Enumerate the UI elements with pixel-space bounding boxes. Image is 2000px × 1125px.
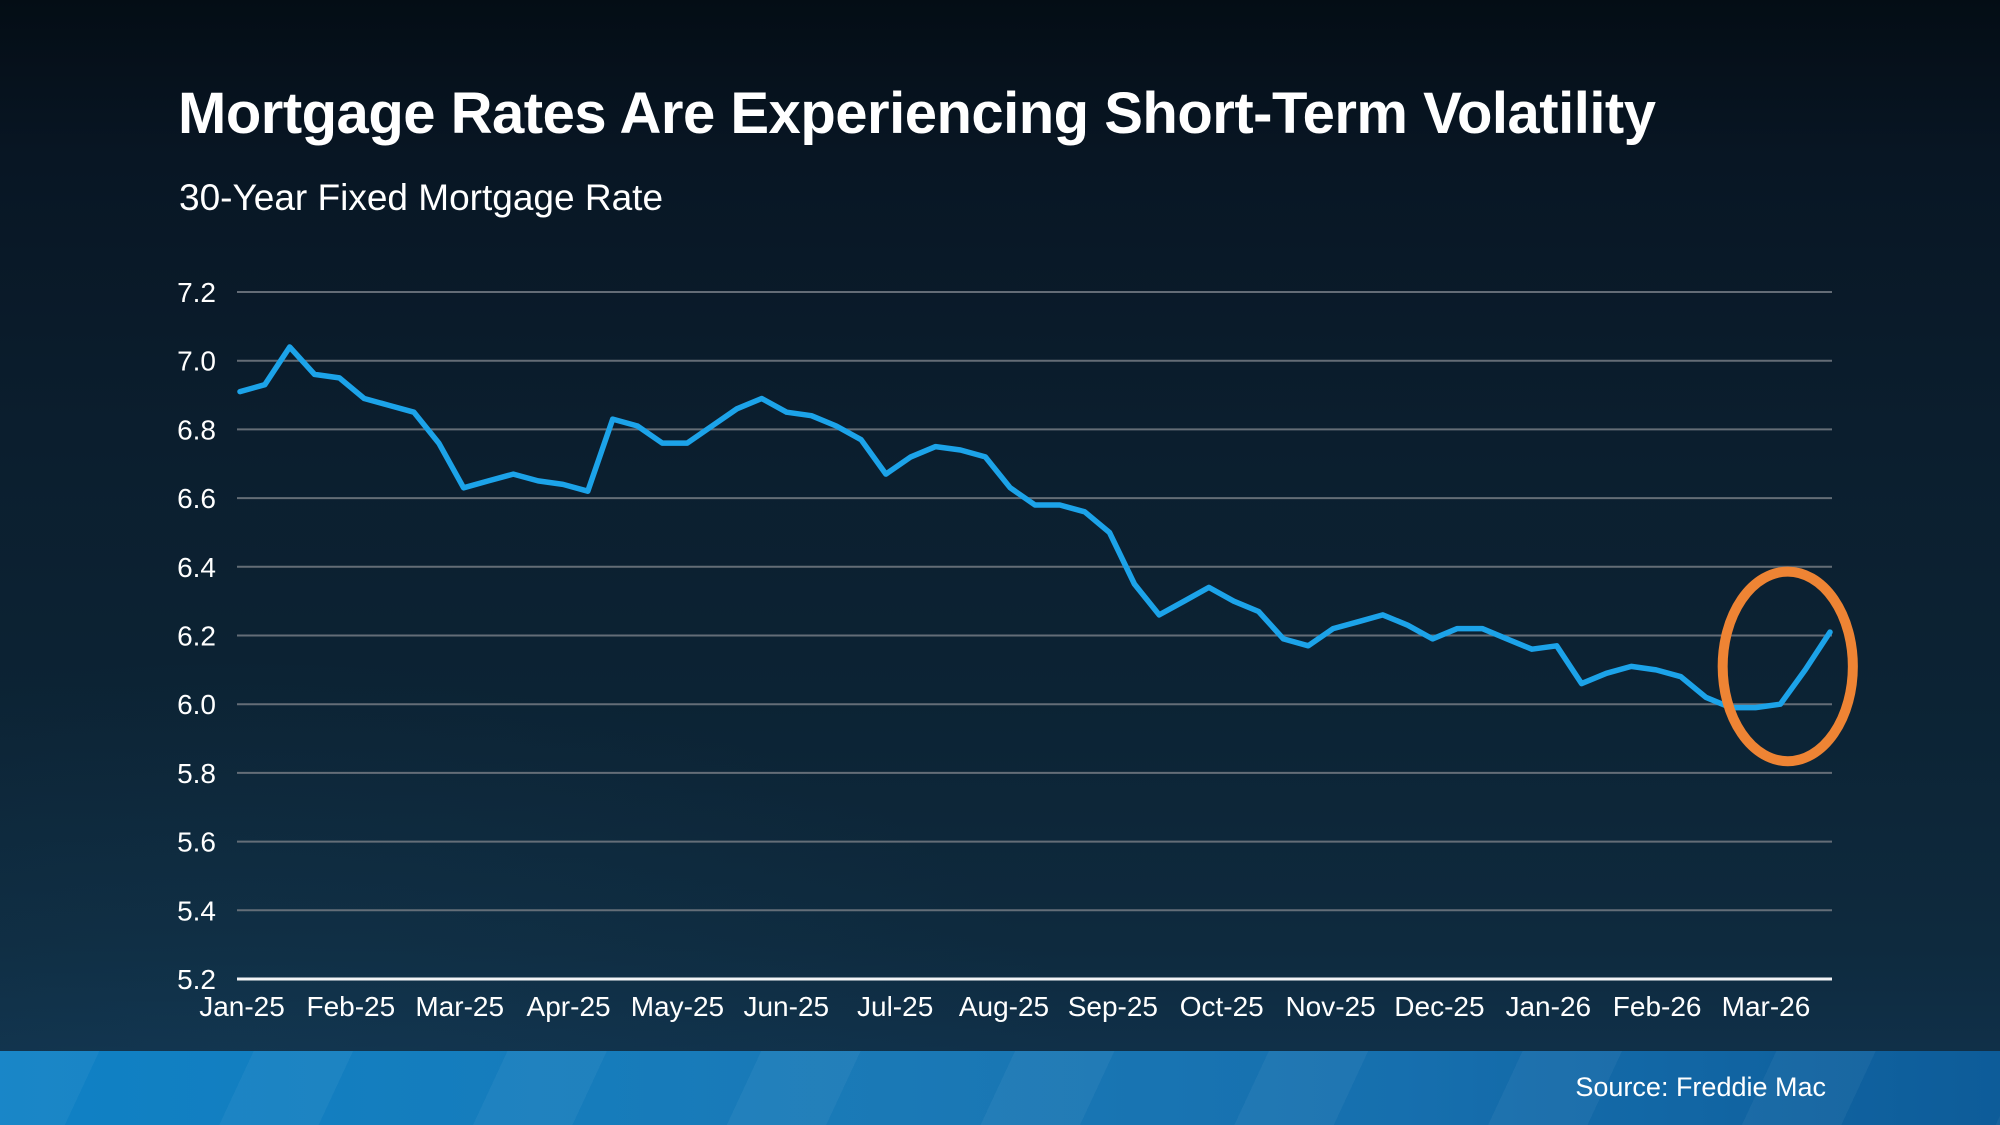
svg-text:6.2: 6.2 <box>177 621 216 652</box>
svg-text:6.0: 6.0 <box>177 689 216 720</box>
slide-title: Mortgage Rates Are Experiencing Short-Te… <box>178 81 1656 146</box>
x-axis-labels: Jan-25 Feb-25 Mar-25 Apr-25 May-25 Jun-25 Jul-… <box>199 991 1810 1022</box>
footer-bar: Source: Freddie Mac <box>0 1051 2000 1125</box>
y-axis-labels: 7.2 7.0 6.8 6.6 6.4 6.2 6.0 5.8 5.6 5.4 5.2 <box>177 277 216 995</box>
svg-text:6.4: 6.4 <box>177 552 216 583</box>
svg-text:5.6: 5.6 <box>177 827 216 858</box>
highlight-ellipse <box>1717 566 1858 767</box>
svg-text:5.8: 5.8 <box>177 758 216 789</box>
svg-text:6.6: 6.6 <box>177 483 216 514</box>
svg-text:Mar-25: Mar-25 <box>415 991 504 1022</box>
svg-text:Jan-25: Jan-25 <box>199 991 285 1022</box>
svg-text:Dec-25: Dec-25 <box>1394 991 1484 1022</box>
svg-text:Jun-25: Jun-25 <box>743 991 829 1022</box>
svg-text:Apr-25: Apr-25 <box>527 991 611 1022</box>
svg-text:May-25: May-25 <box>631 991 724 1022</box>
rate-line-series <box>237 344 1833 711</box>
slide-subtitle: 30-Year Fixed Mortgage Rate <box>179 177 664 218</box>
source-attribution: Source: Freddie Mac <box>1575 1071 1826 1102</box>
svg-text:Feb-26: Feb-26 <box>1613 991 1702 1022</box>
svg-text:Sep-25: Sep-25 <box>1068 991 1158 1022</box>
svg-text:Jan-26: Jan-26 <box>1505 991 1591 1022</box>
svg-text:Feb-25: Feb-25 <box>306 991 395 1022</box>
svg-text:5.2: 5.2 <box>177 964 216 995</box>
svg-text:7.2: 7.2 <box>177 277 216 308</box>
gridlines <box>237 291 1832 981</box>
svg-text:Aug-25: Aug-25 <box>959 991 1049 1022</box>
svg-text:Nov-25: Nov-25 <box>1285 991 1375 1022</box>
svg-text:5.4: 5.4 <box>177 895 216 926</box>
svg-text:Oct-25: Oct-25 <box>1180 991 1264 1022</box>
svg-text:Jul-25: Jul-25 <box>857 991 933 1022</box>
svg-text:7.0: 7.0 <box>177 346 216 377</box>
svg-text:6.8: 6.8 <box>177 414 216 445</box>
svg-text:Mar-26: Mar-26 <box>1722 991 1811 1022</box>
